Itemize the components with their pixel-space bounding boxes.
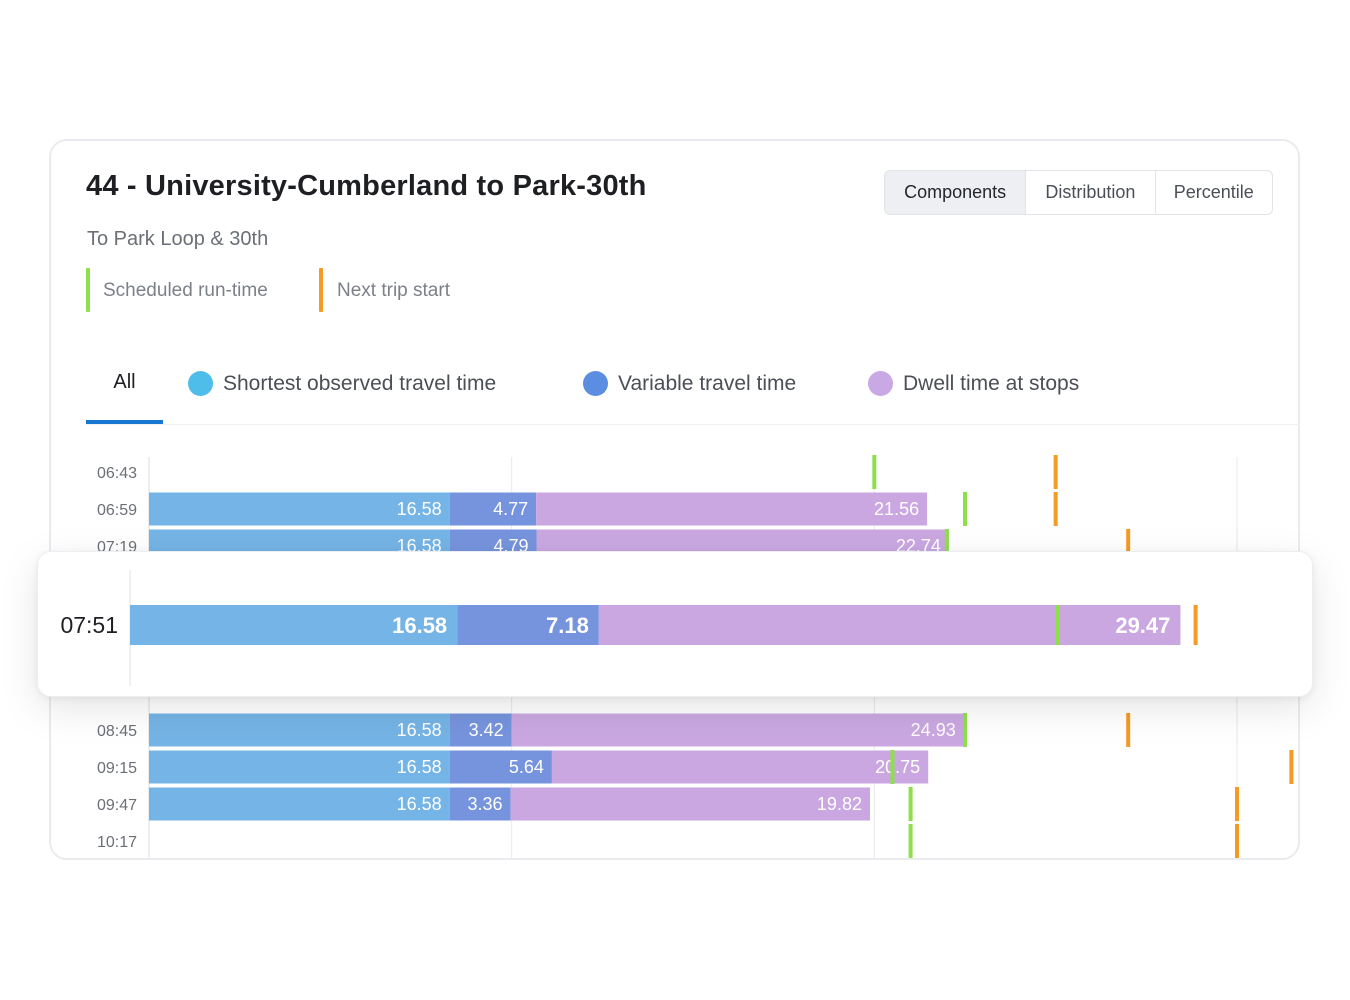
bar-value-label: 21.56: [874, 499, 919, 519]
bar-value-label: 24.93: [911, 720, 956, 740]
bar-segment-dwell: [511, 713, 964, 747]
bar-segment-shortest: [149, 492, 450, 526]
distribution-tab[interactable]: Distribution: [1026, 171, 1156, 214]
row-time-label: 06:59: [97, 502, 137, 519]
scheduled-runtime-marker: [908, 787, 913, 821]
components-tab[interactable]: Components: [885, 171, 1027, 214]
bar-segment-dwell: [551, 750, 929, 784]
highlighted-trip-tooltip: 07:51 16.58 7.18 29.47: [37, 551, 1313, 697]
tab-dwell-label: Dwell time at stops: [903, 371, 1080, 395]
percentile-tab[interactable]: Percentile: [1173, 182, 1254, 202]
tab-variable-travel-time[interactable]: Variable travel time: [583, 371, 796, 396]
bar-value-label: 20.75: [875, 757, 920, 777]
highlight-value-label: 16.58: [392, 613, 447, 638]
highlight-segment-dwell: [598, 605, 1181, 645]
scheduled-runtime-marker: [963, 713, 967, 747]
tab-all-indicator: [86, 420, 163, 424]
bar-segment-dwell: [510, 787, 870, 821]
bar-value-label: 19.82: [817, 794, 862, 814]
scheduled-runtime-marker: [944, 529, 949, 563]
highlighted-trip-bar: 07:51 16.58 7.18 29.47: [60, 570, 1198, 686]
dwell-dot-icon: [868, 371, 893, 396]
bar-segment-variable: [449, 787, 511, 821]
next-trip-start-label: Next trip start: [337, 280, 450, 301]
next-trip-start-swatch: [319, 268, 323, 312]
next-trip-marker: [1053, 455, 1058, 489]
shortest-dot-icon: [188, 371, 213, 396]
row-time-label: 10:17: [97, 834, 137, 851]
bar-value-label: 4.77: [493, 499, 528, 519]
highlight-value-label: 7.18: [546, 613, 589, 638]
bar-segment-variable: [449, 713, 512, 747]
scheduled-runtime-marker: [890, 750, 895, 784]
bar-segment-shortest: [149, 787, 450, 821]
tab-shortest-label: Shortest observed travel time: [223, 371, 497, 395]
tab-all[interactable]: All: [113, 371, 136, 393]
next-trip-marker: [1235, 824, 1239, 858]
next-trip-marker: [1053, 492, 1058, 526]
next-trip-marker: [1289, 750, 1294, 784]
page-title: 44 - University-Cumberland to Park-30th: [86, 170, 647, 202]
row-time-label: 09:15: [97, 760, 137, 777]
bar-value-label: 16.58: [397, 794, 442, 814]
highlight-scheduled-marker: [1055, 605, 1060, 645]
variable-dot-icon: [583, 371, 608, 396]
scheduled-runtime-marker: [963, 492, 967, 526]
scheduled-runtime-marker: [908, 824, 913, 858]
bar-value-label: 16.58: [397, 499, 442, 519]
highlight-segment-variable: [457, 605, 599, 645]
highlight-segment-shortest: [130, 605, 458, 645]
bar-segment-shortest: [149, 750, 450, 784]
bar-value-label: 16.58: [397, 757, 442, 777]
row-time-label: 09:47: [97, 797, 137, 814]
next-trip-marker: [1126, 713, 1131, 747]
bar-value-label: 16.58: [397, 720, 442, 740]
bar-value-label: 3.42: [469, 720, 504, 740]
tabs-divider: [86, 424, 1300, 425]
highlight-next-trip-marker: [1193, 605, 1198, 645]
bar-segment-variable: [449, 750, 552, 784]
scheduled-runtime-swatch: [86, 268, 90, 312]
bar-segment-shortest: [149, 713, 450, 747]
highlighted-time-label: 07:51: [60, 612, 118, 638]
bar-value-label: 5.64: [509, 757, 544, 777]
tab-shortest-travel-time[interactable]: Shortest observed travel time: [188, 371, 496, 396]
route-subtitle: To Park Loop & 30th: [87, 228, 269, 250]
highlight-value-label: 29.47: [1115, 613, 1170, 638]
tab-variable-label: Variable travel time: [618, 371, 797, 395]
tab-dwell-time[interactable]: Dwell time at stops: [868, 371, 1079, 396]
bar-segment-dwell: [536, 492, 928, 526]
scheduled-runtime-marker: [872, 455, 877, 489]
bar-value-label: 3.36: [468, 794, 503, 814]
view-toggle: Components Distribution Percentile: [884, 170, 1273, 215]
row-time-label: 06:43: [97, 465, 137, 482]
scheduled-runtime-label: Scheduled run-time: [103, 280, 268, 301]
bar-segment-variable: [449, 492, 537, 526]
row-time-label: 08:45: [97, 723, 137, 740]
next-trip-marker: [1235, 787, 1239, 821]
next-trip-marker: [1126, 529, 1131, 563]
